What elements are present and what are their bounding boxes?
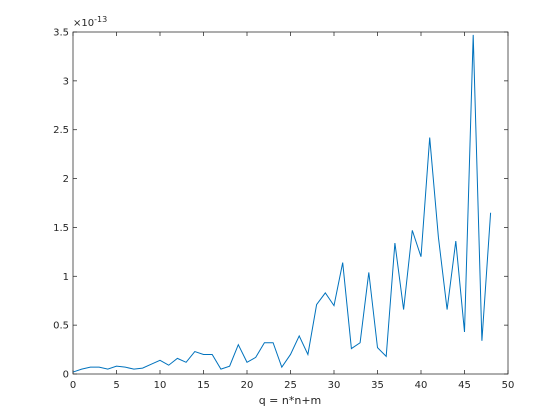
- y-tick-label: 1.5: [53, 223, 69, 234]
- y-exponent-base: ×10: [73, 18, 94, 29]
- ticks-layer: 0 5 10 15 20 25 30 35 40 45 50 0 0.5 1 1.5 2 2.5 3 3.5: [53, 28, 514, 392]
- x-tick-label: 50: [502, 380, 515, 391]
- x-tick-label: 5: [113, 380, 119, 391]
- series-line: [72, 34, 492, 373]
- x-tick-label: 30: [328, 380, 341, 391]
- x-tick-label: 15: [197, 380, 210, 391]
- y-exponent-power: -13: [94, 15, 107, 24]
- x-tick-label: 35: [371, 380, 384, 391]
- y-tick-label: 0.5: [53, 321, 69, 332]
- y-exponent-label: ×10-13: [73, 15, 107, 29]
- y-tick-label: 2: [63, 174, 69, 185]
- x-tick-label: 45: [458, 380, 471, 391]
- y-tick-label: 3: [63, 76, 69, 87]
- x-tick-label: 20: [241, 380, 254, 391]
- y-tick-label: 0: [63, 370, 69, 381]
- x-tick-label: 25: [284, 380, 297, 391]
- y-tick-label: 3.5: [53, 28, 69, 39]
- y-tick-label: 1: [63, 272, 69, 283]
- y-tick-label: 2.5: [53, 125, 69, 136]
- plot-area-background: [73, 32, 508, 374]
- x-tick-label: 0: [70, 380, 76, 391]
- x-tick-label: 10: [154, 380, 167, 391]
- x-tick-label: 40: [415, 380, 428, 391]
- x-axis-label: q = n*n+m: [259, 394, 322, 407]
- plot-area-border: [72, 31, 509, 375]
